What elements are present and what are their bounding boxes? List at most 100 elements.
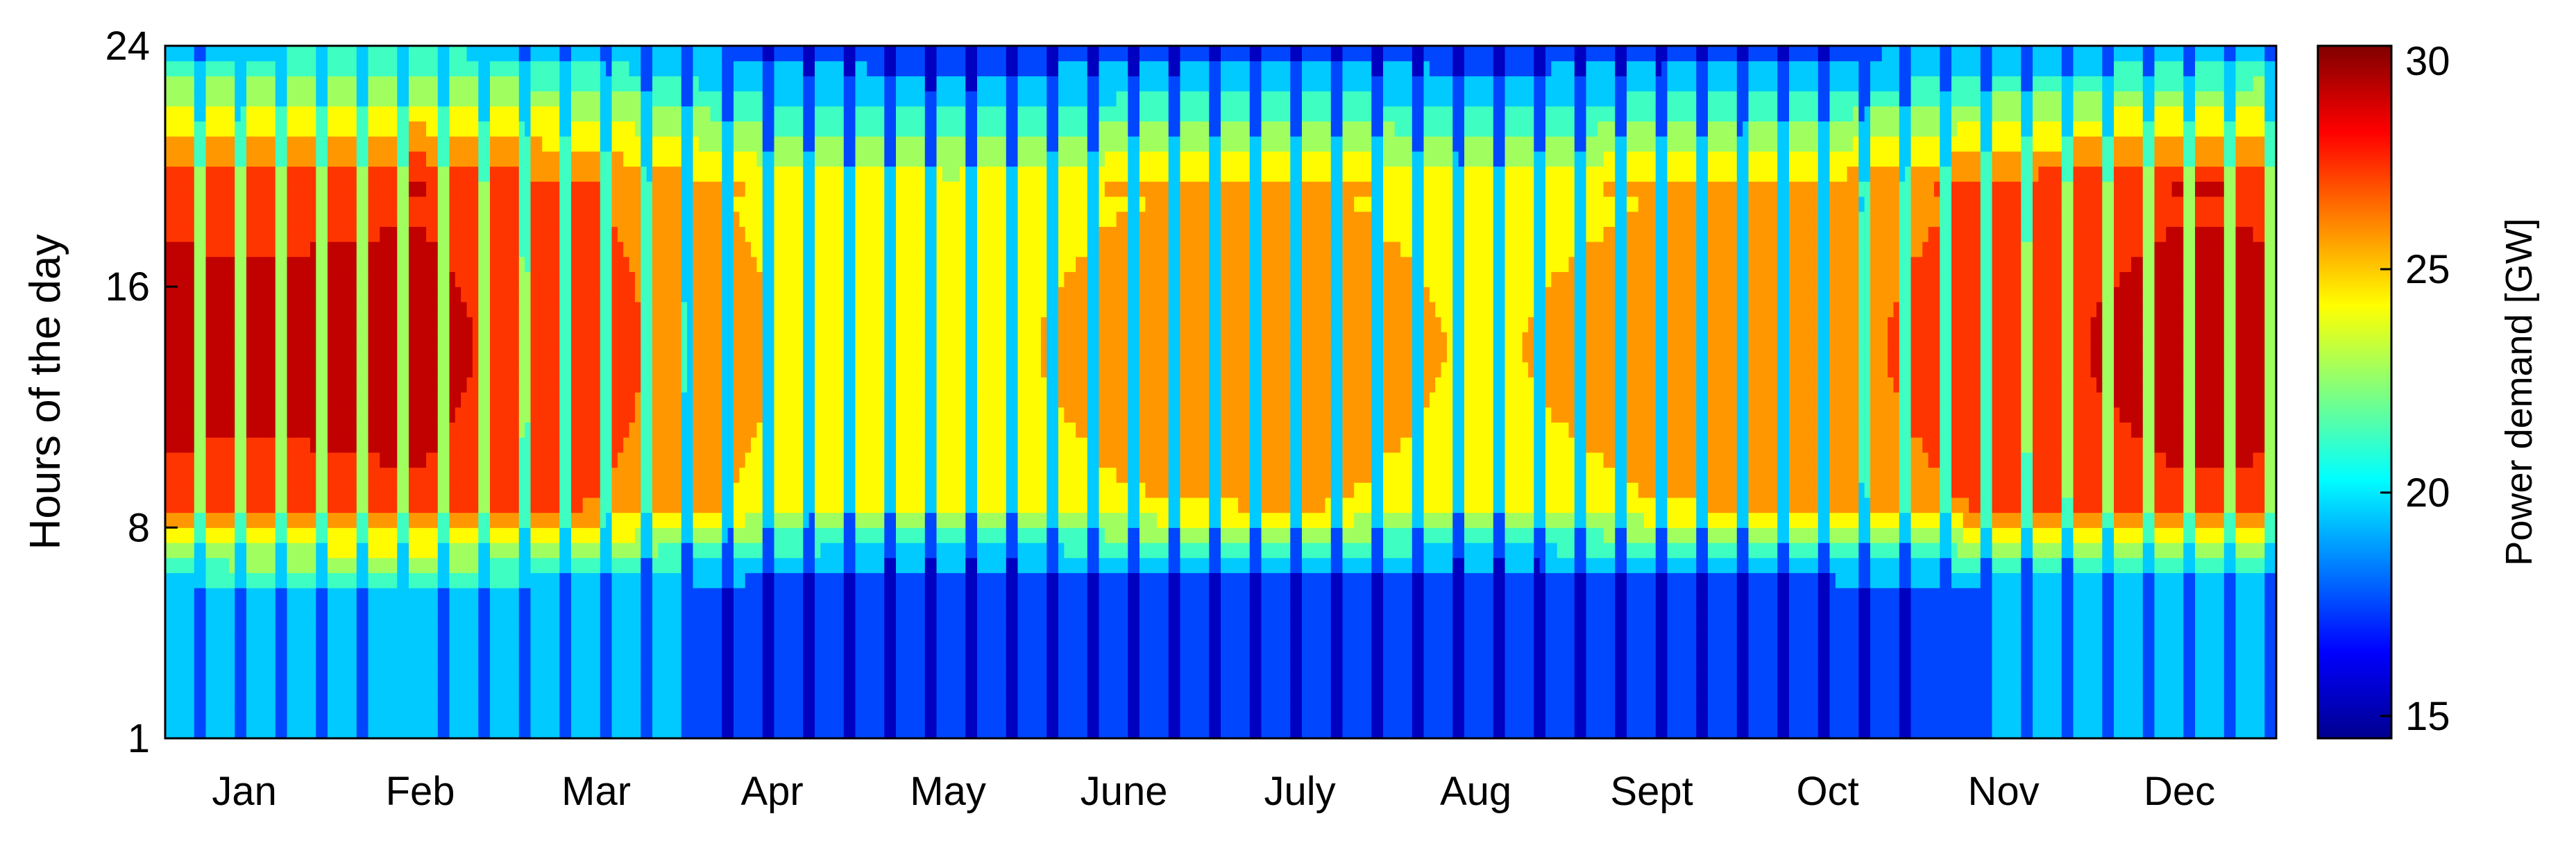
heatmap-cell [438, 181, 444, 196]
heatmap-cell [768, 196, 774, 212]
heatmap-cell [739, 527, 745, 543]
heatmap-cell [194, 543, 201, 558]
heatmap-cell [687, 618, 693, 633]
heatmap-cell [357, 708, 363, 724]
heatmap-cell [241, 46, 247, 61]
heatmap-cell [287, 467, 294, 482]
heatmap-cell [212, 151, 218, 167]
heatmap-cell [629, 678, 636, 693]
heatmap-cell [577, 91, 583, 106]
heatmap-cell [386, 347, 392, 362]
heatmap-cell [473, 76, 479, 91]
heatmap-cell [525, 61, 531, 76]
heatmap-cell [484, 212, 491, 227]
heatmap-cell [287, 422, 294, 437]
heatmap-cell [502, 76, 508, 91]
heatmap-cell [455, 648, 461, 663]
heatmap-cell [502, 588, 508, 603]
heatmap-cell [774, 76, 781, 91]
heatmap-cell [426, 302, 432, 317]
heatmap-cell [780, 212, 786, 227]
heatmap-cell [716, 302, 722, 317]
heatmap-cell [577, 347, 583, 362]
heatmap-cell [571, 287, 577, 302]
heatmap-cell [583, 527, 589, 543]
heatmap-cell [200, 618, 206, 633]
heatmap-cell [618, 437, 624, 452]
heatmap-cell [264, 422, 270, 437]
heatmap-cell [305, 437, 311, 452]
heatmap-cell [664, 271, 670, 287]
heatmap-cell [258, 317, 264, 332]
heatmap-cell [647, 196, 653, 212]
heatmap-cell [652, 708, 659, 724]
heatmap-cell [322, 452, 328, 468]
heatmap-cell [252, 482, 258, 498]
heatmap-cell [450, 271, 456, 287]
heatmap-cell [241, 151, 247, 167]
heatmap-cell [391, 226, 398, 241]
heatmap-cell [763, 407, 769, 423]
heatmap-cell [751, 558, 757, 573]
heatmap-cell [350, 347, 357, 362]
heatmap-cell [641, 271, 647, 287]
heatmap-cell [246, 572, 253, 588]
heatmap-cell [711, 513, 717, 528]
heatmap-cell [554, 407, 560, 423]
heatmap-cell [751, 121, 757, 136]
heatmap-cell [484, 392, 491, 407]
heatmap-cell [200, 61, 206, 76]
heatmap-cell [635, 287, 641, 302]
heatmap-cell [252, 181, 258, 196]
heatmap-cell [675, 558, 681, 573]
heatmap-cell [728, 347, 734, 362]
heatmap-cell [357, 136, 363, 151]
heatmap-cell [235, 347, 241, 362]
heatmap-cell [276, 106, 282, 121]
heatmap-cell [548, 467, 554, 482]
heatmap-cell [786, 482, 792, 498]
heatmap-cell [571, 392, 577, 407]
heatmap-cell [223, 271, 230, 287]
heatmap-cell [432, 693, 438, 708]
heatmap-cell [357, 151, 363, 167]
heatmap-cell [391, 648, 398, 663]
heatmap-cell [490, 302, 496, 317]
heatmap-cell [566, 618, 572, 633]
heatmap-cell [548, 572, 554, 588]
heatmap-cell [490, 136, 496, 151]
heatmap-cell [467, 693, 473, 708]
heatmap-cell [519, 136, 525, 151]
heatmap-cell [583, 151, 589, 167]
heatmap-cell [618, 271, 624, 287]
heatmap-cell [693, 76, 700, 91]
heatmap-cell [316, 498, 322, 513]
heatmap-cell [380, 618, 386, 633]
heatmap-cell [780, 467, 786, 482]
heatmap-cell [670, 558, 676, 573]
heatmap-cell [450, 678, 456, 693]
heatmap-cell [780, 648, 786, 663]
heatmap-cell [450, 588, 456, 603]
heatmap-cell [577, 241, 583, 257]
heatmap-cell [200, 196, 206, 212]
heatmap-cell [241, 287, 247, 302]
heatmap-cell [571, 61, 577, 76]
heatmap-cell [252, 648, 258, 663]
heatmap-cell [450, 181, 456, 196]
heatmap-cell [513, 618, 519, 633]
heatmap-cell [409, 572, 415, 588]
heatmap-cell [217, 588, 223, 603]
heatmap-cell [171, 226, 177, 241]
heatmap-cell [380, 151, 386, 167]
heatmap-cell [241, 91, 247, 106]
heatmap-cell [495, 392, 502, 407]
heatmap-cell [774, 167, 781, 182]
heatmap-cell [409, 196, 415, 212]
heatmap-cell [577, 603, 583, 618]
heatmap-cell [171, 572, 177, 588]
heatmap-cell [316, 212, 322, 227]
heatmap-cell [548, 513, 554, 528]
heatmap-cell [600, 377, 607, 392]
heatmap-cell [652, 513, 659, 528]
